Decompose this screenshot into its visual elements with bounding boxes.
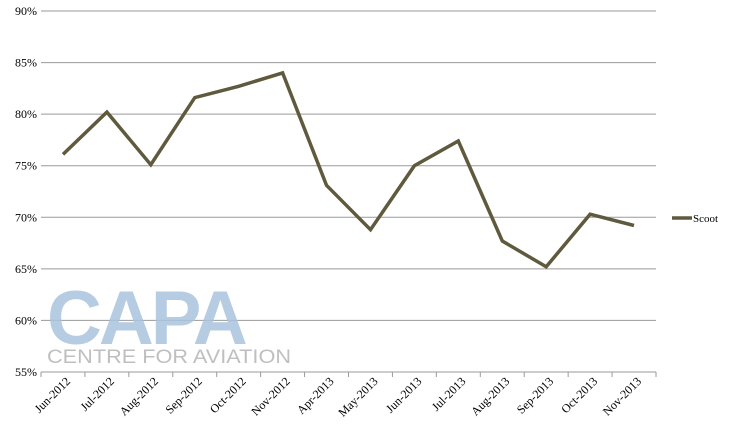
x-tick-label: Nov-2012 (248, 374, 292, 418)
y-tick-label: 55% (15, 365, 37, 379)
y-tick-label: 60% (15, 313, 37, 327)
capa-logo-text: CAPA (47, 276, 246, 361)
y-tick-label: 65% (15, 262, 37, 276)
legend: Scoot (672, 213, 718, 225)
y-tick-label: 85% (15, 56, 37, 70)
y-tick-label: 75% (15, 159, 37, 173)
x-tick-label: May-2013 (335, 374, 380, 419)
x-tick-label: Jun-2012 (32, 374, 73, 415)
x-tick-label: Sep-2012 (162, 374, 204, 416)
y-tick-label: 80% (15, 107, 37, 121)
x-tick-label: Jul-2013 (429, 374, 469, 414)
x-tick-label: Oct-2012 (207, 374, 249, 416)
series-lines (61, 70, 635, 270)
y-tick-label: 70% (15, 210, 37, 224)
x-tick-label: Nov-2013 (600, 374, 644, 418)
series-line-scoot (61, 70, 635, 270)
x-tick-label: Aug-2012 (117, 374, 161, 418)
legend-label-scoot: Scoot (693, 213, 718, 225)
x-tick-label: Sep-2013 (514, 374, 556, 416)
x-tick-label: Jul-2012 (77, 374, 117, 414)
x-tick-label: Oct-2013 (558, 374, 600, 416)
gridlines (41, 10, 656, 321)
capa-watermark-logo: CAPA CENTRE FOR AVIATION (47, 276, 291, 368)
x-tick-label: Aug-2013 (468, 374, 512, 418)
y-axis-tick-labels: 55% 60% 65% 70% 75% 80% 85% 90% (15, 4, 37, 379)
x-tick-label: Jun-2013 (383, 374, 424, 415)
y-tick-label: 90% (15, 4, 37, 18)
x-axis-tick-labels: Jun-2012 Jul-2012 Aug-2012 Sep-2012 Oct-2012… (32, 372, 657, 419)
capa-logo-tagline: CENTRE FOR AVIATION (47, 347, 291, 368)
x-tick-label: Apr-2013 (294, 374, 337, 417)
